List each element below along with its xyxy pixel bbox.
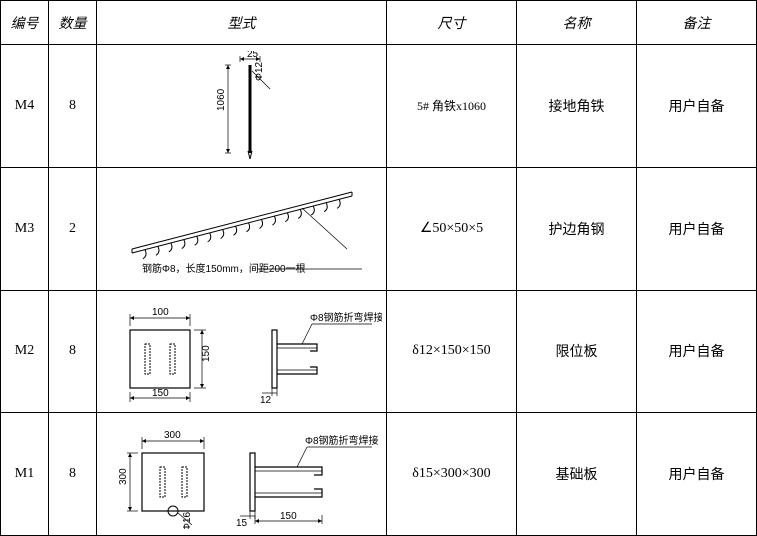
table-row: M4 8 25 <box>1 45 757 168</box>
dim-label: 100 <box>152 307 169 318</box>
header-note: 备注 <box>637 1 757 45</box>
cell-id: M1 <box>1 413 49 536</box>
dim-label: 1060 <box>216 88 227 111</box>
cell-note: 用户自备 <box>637 45 757 168</box>
cell-size: δ15×300×300 <box>387 413 517 536</box>
cell-qty: 8 <box>49 413 97 536</box>
dim-label: 25 <box>247 51 259 60</box>
cell-name: 护边角钢 <box>517 167 637 290</box>
cell-diagram: 100 150 150 <box>97 290 387 413</box>
cell-diagram: 25 1060 Φ12 <box>97 45 387 168</box>
plate-bracket-diagram: 100 150 150 <box>102 296 382 406</box>
dim-label: Φ8钢筋折弯焊接 <box>310 311 382 324</box>
cell-note: 用户自备 <box>637 413 757 536</box>
dim-label: 300 <box>118 468 129 485</box>
dim-label: 15 <box>236 518 248 529</box>
cell-qty: 8 <box>49 45 97 168</box>
cell-size: 5# 角铁x1060 <box>387 45 517 168</box>
header-id: 编号 <box>1 1 49 45</box>
cell-qty: 8 <box>49 290 97 413</box>
table-row: M1 8 300 <box>1 413 757 536</box>
cell-name: 接地角铁 <box>517 45 637 168</box>
parts-table: 编号 数量 型式 尺寸 名称 备注 M4 8 <box>0 0 757 536</box>
dim-label: 12 <box>260 395 272 406</box>
cell-name: 限位板 <box>517 290 637 413</box>
header-size: 尺寸 <box>387 1 517 45</box>
cell-diagram: 300 300 Φ16 <box>97 413 387 536</box>
dim-label: 150 <box>201 345 212 362</box>
dim-label: 钢筋Φ8，长度150mm，间距200一根 <box>142 262 306 275</box>
angle-hooks-diagram: 钢筋Φ8，长度150mm，间距200一根 <box>102 174 382 284</box>
rod-diagram: 25 1060 Φ12 <box>102 51 382 161</box>
dim-label: 150 <box>280 511 297 522</box>
cell-diagram: 钢筋Φ8，长度150mm，间距200一根 <box>97 167 387 290</box>
header-type: 型式 <box>97 1 387 45</box>
cell-id: M2 <box>1 290 49 413</box>
plate-bracket2-diagram: 300 300 Φ16 <box>102 419 382 529</box>
cell-size: δ12×150×150 <box>387 290 517 413</box>
cell-qty: 2 <box>49 167 97 290</box>
cell-note: 用户自备 <box>637 167 757 290</box>
cell-name: 基础板 <box>517 413 637 536</box>
cell-size: ∠50×50×5 <box>387 167 517 290</box>
dim-label: 300 <box>164 430 181 441</box>
header-name: 名称 <box>517 1 637 45</box>
dim-label: Φ8钢筋折弯焊接 <box>305 434 379 447</box>
cell-id: M3 <box>1 167 49 290</box>
header-row: 编号 数量 型式 尺寸 名称 备注 <box>1 1 757 45</box>
cell-note: 用户自备 <box>637 290 757 413</box>
dim-label: Φ12 <box>254 61 265 81</box>
cell-id: M4 <box>1 45 49 168</box>
header-qty: 数量 <box>49 1 97 45</box>
table-row: M2 8 100 <box>1 290 757 413</box>
table-row: M3 2 钢筋Φ8，长度150mm，间距200一根 ∠50×50×5 <box>1 167 757 290</box>
dim-label: 150 <box>152 388 169 399</box>
dim-label: Φ16 <box>182 512 193 530</box>
